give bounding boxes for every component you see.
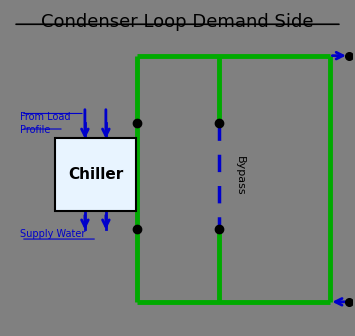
FancyBboxPatch shape (55, 138, 136, 211)
Text: Condenser Loop Demand Side: Condenser Loop Demand Side (41, 13, 314, 31)
Text: Supply Water: Supply Water (20, 229, 86, 239)
Text: Bypass: Bypass (235, 157, 245, 196)
Text: From Load
Profile: From Load Profile (20, 112, 71, 135)
Text: Chiller: Chiller (68, 167, 123, 182)
